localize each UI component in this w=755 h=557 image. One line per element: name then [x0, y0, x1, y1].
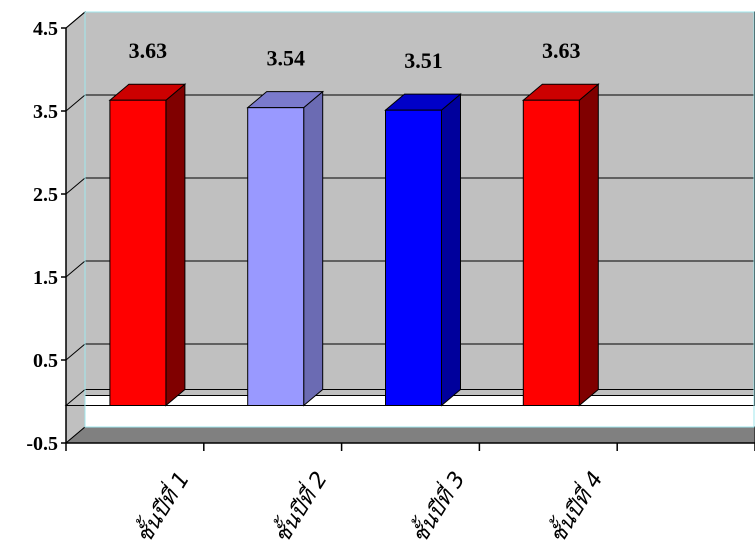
data-label-4: 3.63: [542, 38, 581, 63]
data-label-1: 3.63: [129, 38, 168, 63]
x-tick-labels: ชั้นปีที่ 1 ชั้นปีที่ 2 ชั้นปีที่ 3 ชั้นปีท…: [128, 465, 609, 548]
bar-side: [578, 83, 599, 407]
bar-front: [109, 99, 167, 407]
y-tick-label: -0.5: [26, 433, 58, 455]
y-tick-label: 3.5: [33, 101, 58, 123]
bar-3: [384, 93, 462, 407]
y-tick-label: 2.5: [33, 184, 58, 206]
category-label-3: ชั้นปีที่ 3: [403, 465, 471, 548]
category-label-4: ชั้นปีที่ 4: [541, 465, 609, 548]
category-label-2: ชั้นปีที่ 2: [265, 465, 333, 548]
category-label-1: ชั้นปีที่ 1: [128, 465, 196, 548]
floor: [64, 426, 755, 444]
bar-1: [108, 83, 187, 407]
bar-2: [246, 90, 325, 407]
data-label-2: 3.54: [266, 46, 305, 71]
bars: [108, 83, 600, 407]
axes: [61, 27, 755, 451]
bar-side: [441, 93, 461, 407]
plot-outline: [84, 11, 755, 428]
data-label-3: 3.51: [404, 48, 443, 73]
bar-front: [385, 109, 442, 406]
bar-4: [521, 83, 600, 407]
side-wall: [65, 10, 86, 445]
bar-side: [165, 83, 186, 407]
bar-side: [303, 90, 324, 407]
data-labels: 3.63 3.54 3.51 3.63: [129, 38, 581, 73]
y-tick-label: 4.5: [33, 18, 58, 40]
y-tick-label: 1.5: [33, 267, 58, 289]
y-tick-labels: -0.5 0.5 1.5 2.5 3.5 4.5: [26, 18, 58, 455]
y-tick-label: 0.5: [33, 350, 58, 372]
bar-front: [522, 99, 580, 407]
bar-front: [247, 107, 305, 407]
